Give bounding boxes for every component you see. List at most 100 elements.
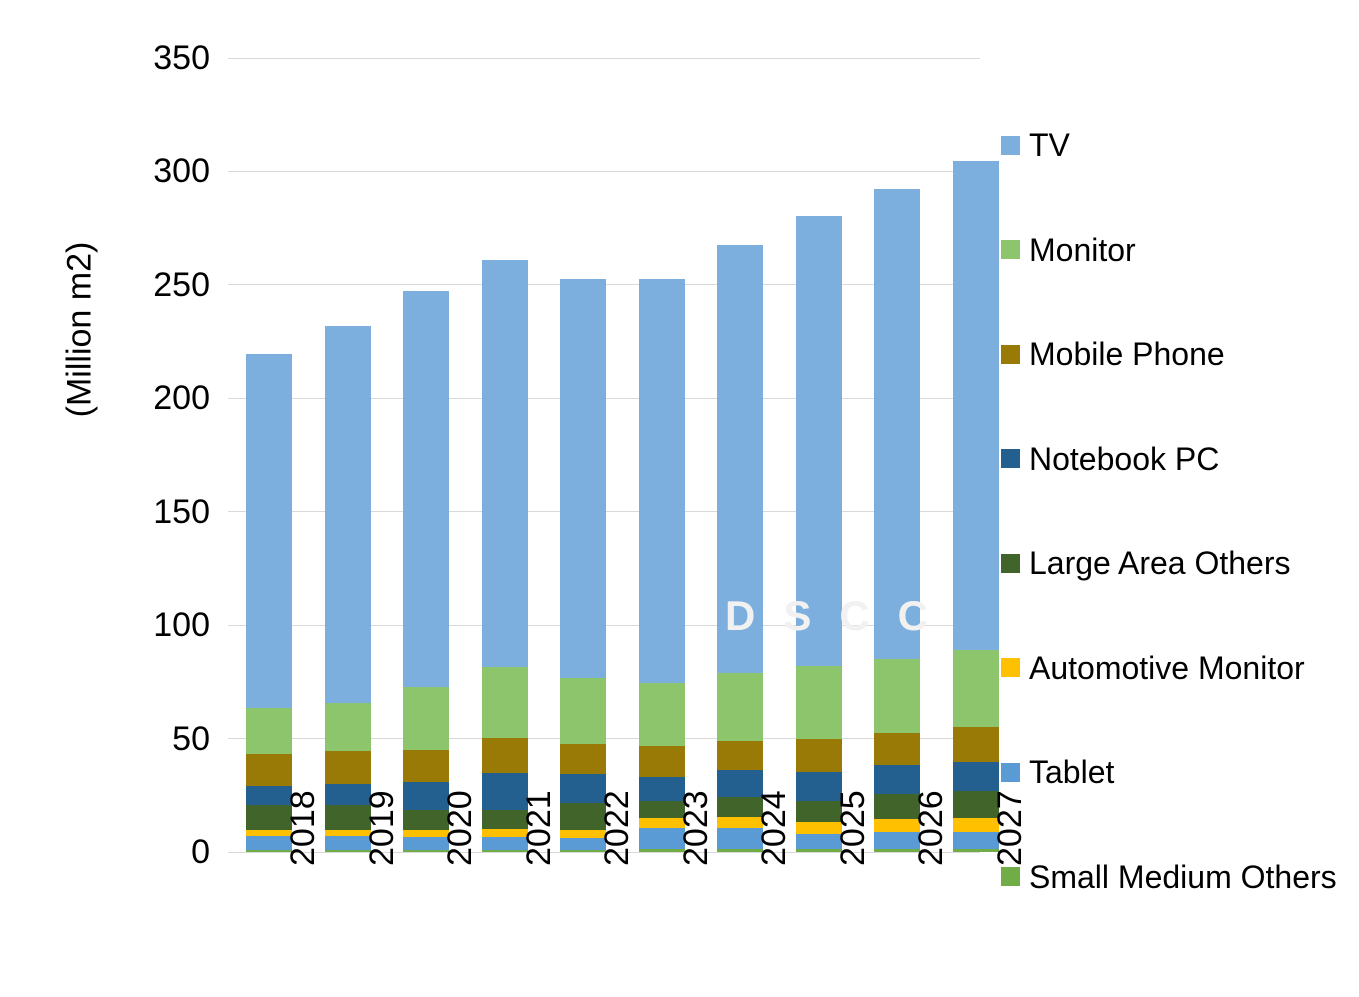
bar-segment[interactable] (795, 739, 842, 772)
bar-segment[interactable] (403, 836, 449, 850)
bar-segment[interactable] (481, 828, 528, 837)
bar-segment[interactable] (403, 809, 449, 830)
bar-segment[interactable] (952, 650, 999, 727)
bar-segment[interactable] (638, 746, 685, 777)
bar-segment[interactable] (560, 279, 606, 679)
bar-segment[interactable] (638, 827, 685, 850)
bar-segment[interactable] (717, 741, 763, 771)
bar-2024[interactable] (717, 245, 763, 852)
bar-segment[interactable] (403, 291, 449, 687)
bar-segment[interactable] (795, 849, 842, 852)
bar-segment[interactable] (717, 816, 763, 828)
bar-segment[interactable] (324, 326, 371, 703)
bar-2021[interactable] (481, 259, 528, 852)
bar-segment[interactable] (324, 751, 371, 785)
bar-segment[interactable] (560, 829, 606, 838)
bar-segment[interactable] (952, 762, 999, 792)
bar-segment[interactable] (481, 836, 528, 850)
bar-segment[interactable] (952, 161, 999, 651)
bar-segment[interactable] (952, 726, 999, 763)
bar-segment[interactable] (324, 835, 371, 850)
bar-segment[interactable] (324, 702, 371, 752)
bar-segment[interactable] (795, 216, 842, 666)
legend-item[interactable]: TV (1001, 128, 1070, 162)
bar-segment[interactable] (874, 189, 920, 660)
bar-segment[interactable] (403, 829, 449, 837)
bar-segment[interactable] (403, 750, 449, 783)
bar-segment[interactable] (638, 682, 685, 747)
bar-segment[interactable] (717, 849, 763, 852)
bar-2026[interactable] (874, 189, 920, 852)
bar-segment[interactable] (717, 770, 763, 797)
y-axis-tick-label: 300 (153, 152, 210, 191)
bar-segment[interactable] (638, 849, 685, 852)
bar-segment[interactable] (874, 818, 920, 832)
bar-segment[interactable] (481, 773, 528, 810)
bar-2022[interactable] (560, 279, 606, 852)
bar-segment[interactable] (560, 774, 606, 803)
bar-segment[interactable] (795, 665, 842, 740)
bar-segment[interactable] (246, 754, 292, 787)
bar-segment[interactable] (246, 354, 292, 708)
legend-item[interactable]: Tablet (1001, 755, 1114, 789)
legend-item[interactable]: Monitor (1001, 233, 1136, 267)
bar-segment[interactable] (246, 835, 292, 850)
bar-segment[interactable] (560, 837, 606, 850)
bar-segment[interactable] (874, 831, 920, 850)
bar-segment[interactable] (795, 800, 842, 822)
bar-segment[interactable] (560, 849, 606, 852)
bar-segment[interactable] (324, 804, 371, 830)
bar-segment[interactable] (952, 849, 999, 852)
bar-segment[interactable] (717, 796, 763, 817)
bar-2020[interactable] (403, 291, 449, 852)
bar-segment[interactable] (952, 791, 999, 818)
legend-label: Notebook PC (1029, 440, 1220, 477)
bar-segment[interactable] (874, 849, 920, 852)
bar-segment[interactable] (403, 782, 449, 810)
legend-item[interactable]: Automotive Monitor (1001, 651, 1305, 685)
legend-item[interactable]: Large Area Others (1001, 546, 1290, 580)
bar-segment[interactable] (403, 849, 449, 852)
bar-segment[interactable] (481, 667, 528, 738)
bar-segment[interactable] (560, 744, 606, 775)
bar-segment[interactable] (874, 659, 920, 733)
bar-segment[interactable] (952, 831, 999, 850)
bar-segment[interactable] (717, 827, 763, 850)
bar-segment[interactable] (874, 794, 920, 819)
bar-2027[interactable] (952, 161, 999, 852)
bar-segment[interactable] (246, 849, 292, 852)
bar-2023[interactable] (638, 278, 685, 852)
bar-segment[interactable] (403, 686, 449, 751)
legend-item[interactable]: Mobile Phone (1001, 337, 1225, 371)
bar-segment[interactable] (795, 771, 842, 801)
bar-segment[interactable] (246, 786, 292, 805)
bar-segment[interactable] (638, 800, 685, 818)
legend-item[interactable]: Small Medium Others (1001, 860, 1337, 894)
bar-segment[interactable] (481, 737, 528, 774)
bar-2018[interactable] (246, 354, 292, 852)
bar-segment[interactable] (795, 821, 842, 834)
bar-segment[interactable] (481, 809, 528, 829)
legend-item[interactable]: Notebook PC (1001, 442, 1219, 476)
bar-segment[interactable] (324, 849, 371, 852)
bar-segment[interactable] (246, 829, 292, 836)
bar-segment[interactable] (560, 678, 606, 745)
bar-segment[interactable] (874, 765, 920, 795)
bar-segment[interactable] (481, 259, 528, 668)
bar-segment[interactable] (717, 245, 763, 673)
bar-2025[interactable] (795, 216, 842, 852)
bar-segment[interactable] (795, 833, 842, 850)
bar-segment[interactable] (324, 829, 371, 836)
bar-segment[interactable] (952, 817, 999, 832)
bar-segment[interactable] (481, 849, 528, 852)
bar-segment[interactable] (246, 708, 292, 755)
bar-segment[interactable] (246, 804, 292, 830)
bar-segment[interactable] (717, 672, 763, 742)
bar-segment[interactable] (874, 732, 920, 766)
bar-segment[interactable] (324, 784, 371, 805)
bar-segment[interactable] (638, 818, 685, 828)
bar-segment[interactable] (638, 776, 685, 801)
bar-segment[interactable] (560, 802, 606, 830)
bar-2019[interactable] (324, 326, 371, 852)
bar-segment[interactable] (638, 278, 685, 683)
